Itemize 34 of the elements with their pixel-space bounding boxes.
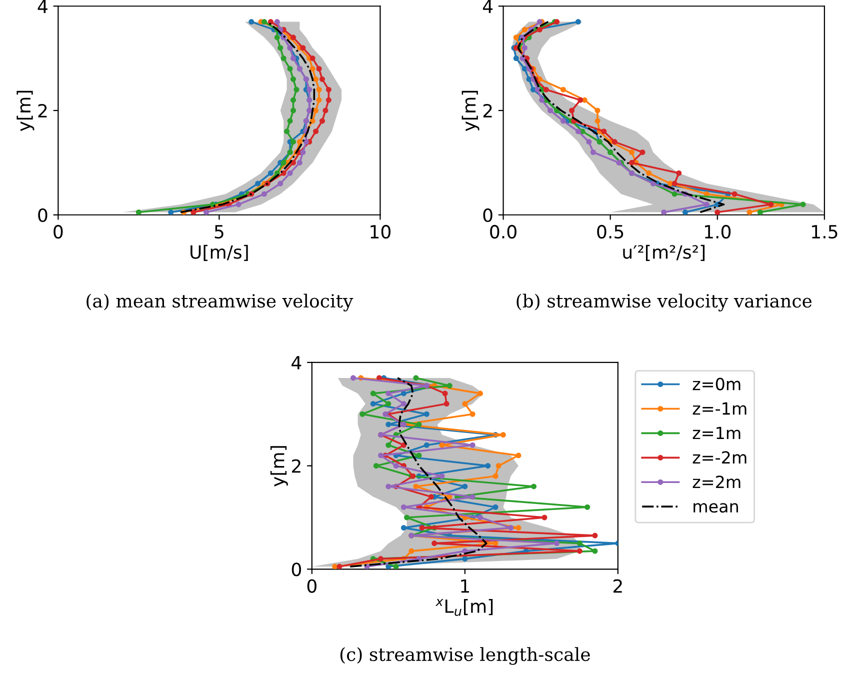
legend-label: z=2m xyxy=(692,476,740,488)
x-tick-label: 5 xyxy=(214,225,224,239)
text: (b) streamwise velocity variance xyxy=(516,294,812,312)
y-tick-label: 2 xyxy=(292,459,300,473)
y-tick-label: 4 xyxy=(292,356,302,370)
y-tick-label: 2 xyxy=(38,104,47,118)
y-axis-title: y[m] xyxy=(16,90,34,132)
legend-label: z=0m xyxy=(692,378,740,390)
y-tick-label: 4 xyxy=(482,0,493,13)
y-axis-title: y[m] xyxy=(270,446,288,486)
x-tick-label: 0 xyxy=(307,579,316,593)
x-tick-label: 0.0 xyxy=(490,224,516,239)
x-tick-label: 2 xyxy=(614,579,622,593)
x-tick-label: 1.5 xyxy=(812,225,838,239)
legend-label: z=-1m xyxy=(692,402,746,415)
text: (c) streamwise length-scale xyxy=(340,647,590,665)
legend-label: z=-2m xyxy=(692,451,746,464)
x-axis-title: U[m/s] xyxy=(190,244,248,261)
x-tick-label: 1.0 xyxy=(705,224,731,239)
x-tick-label: 0 xyxy=(54,224,63,239)
x-axis-title: u′²[m²/s²] xyxy=(623,244,705,261)
y-tick-label: 0 xyxy=(38,208,48,222)
y-tick-label: 0 xyxy=(483,208,492,222)
x-tick-label: 0.5 xyxy=(597,224,624,239)
y-tick-label: 0 xyxy=(292,562,301,576)
x-axis-title: $^{x}$L$_{u}$[m] xyxy=(435,598,493,616)
y-tick-label: 2 xyxy=(483,104,492,118)
text: (a) mean streamwise velocity xyxy=(86,294,354,312)
legend-label: mean xyxy=(694,503,738,513)
y-axis-title: y[m] xyxy=(462,90,480,132)
x-tick-label: 10 xyxy=(370,224,390,239)
y-tick-label: 4 xyxy=(38,0,48,13)
legend-label: z=1m xyxy=(692,426,740,440)
x-tick-label: 1 xyxy=(461,579,469,593)
